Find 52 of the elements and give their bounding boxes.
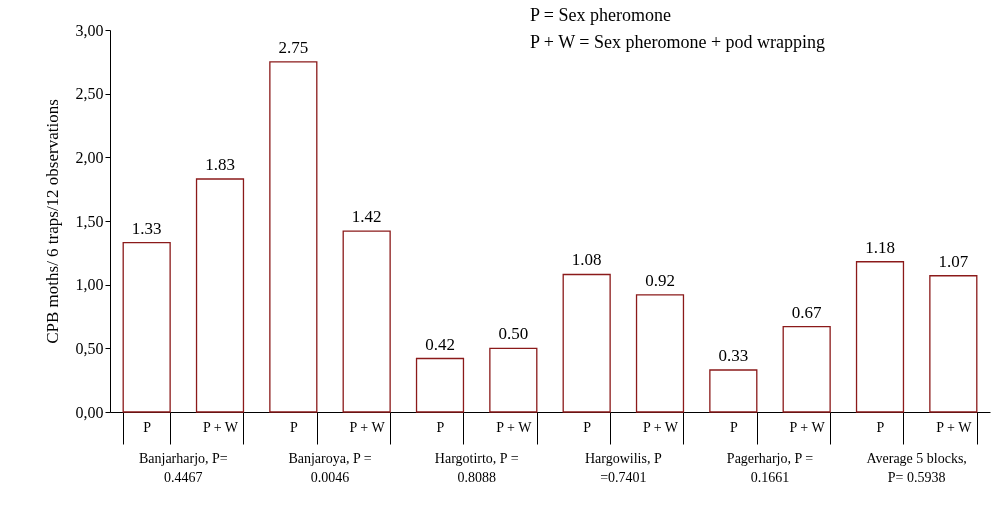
bar [562, 273, 611, 413]
data-label: 0.33 [718, 345, 749, 365]
bar [342, 230, 391, 413]
bar [782, 326, 831, 413]
x-tick-label: P + W [936, 419, 973, 435]
data-label: 1.07 [938, 251, 969, 271]
x-tick-label: P + W [202, 419, 239, 435]
data-label: 0.50 [498, 324, 529, 344]
data-label: 1.08 [571, 250, 602, 270]
data-label: 0.42 [425, 334, 455, 354]
x-tick-label: P [436, 419, 445, 435]
x-tick-label: P [729, 419, 738, 435]
bar [415, 357, 465, 413]
data-label: 1.18 [865, 237, 895, 257]
bar [929, 275, 978, 413]
text: P = Sex pheromone [530, 5, 671, 25]
text: Hargotirto, P = 0.8088 [434, 451, 519, 485]
y-tick-label: 2,50 [75, 85, 104, 103]
annotation: P + W = Sex pheromone + pod wrapping [530, 32, 826, 52]
text: Pagerharjo, P = 0.1661 [726, 451, 814, 485]
bar [269, 61, 318, 413]
y-tick-label: 2,00 [75, 148, 104, 166]
bar [122, 242, 171, 413]
text: Banjarharjo, P= 0.4467 [138, 451, 228, 485]
x-tick-label: P + W [642, 419, 679, 435]
x-tick-label: P + W [496, 419, 533, 435]
x-tick-label: P [583, 419, 592, 435]
bar [195, 178, 245, 413]
y-tick-label: 1,00 [75, 276, 104, 294]
data-label: 1.42 [351, 207, 382, 227]
x-tick-label: P + W [349, 419, 386, 435]
x-tick-label: P [289, 419, 298, 435]
y-tick-label: 1,50 [75, 212, 104, 230]
y-tick-label: 0,00 [75, 403, 104, 421]
bar [709, 369, 758, 413]
text: Hargowilis, P =0.7401 [584, 451, 662, 485]
bar [489, 347, 538, 413]
y-axis-title: CPB moths/ 6 traps/12 observations [42, 99, 62, 344]
data-label: 0.67 [791, 302, 823, 322]
bar [855, 261, 905, 413]
text: Average 5 blocks, P= 0.5938 [866, 451, 967, 485]
bar [635, 294, 685, 413]
data-label: 1.33 [131, 218, 162, 238]
data-label: 0.92 [645, 270, 675, 290]
data-label: 1.83 [205, 154, 235, 174]
x-tick-label: P [876, 419, 885, 435]
y-tick-label: 0,50 [75, 339, 104, 357]
y-tick-label: 3,00 [75, 21, 104, 39]
text: Banjaroya, P = 0.0046 [288, 451, 372, 485]
x-tick-label: P [143, 419, 152, 435]
data-label: 2.75 [278, 37, 309, 57]
x-tick-label: P + W [789, 419, 826, 435]
